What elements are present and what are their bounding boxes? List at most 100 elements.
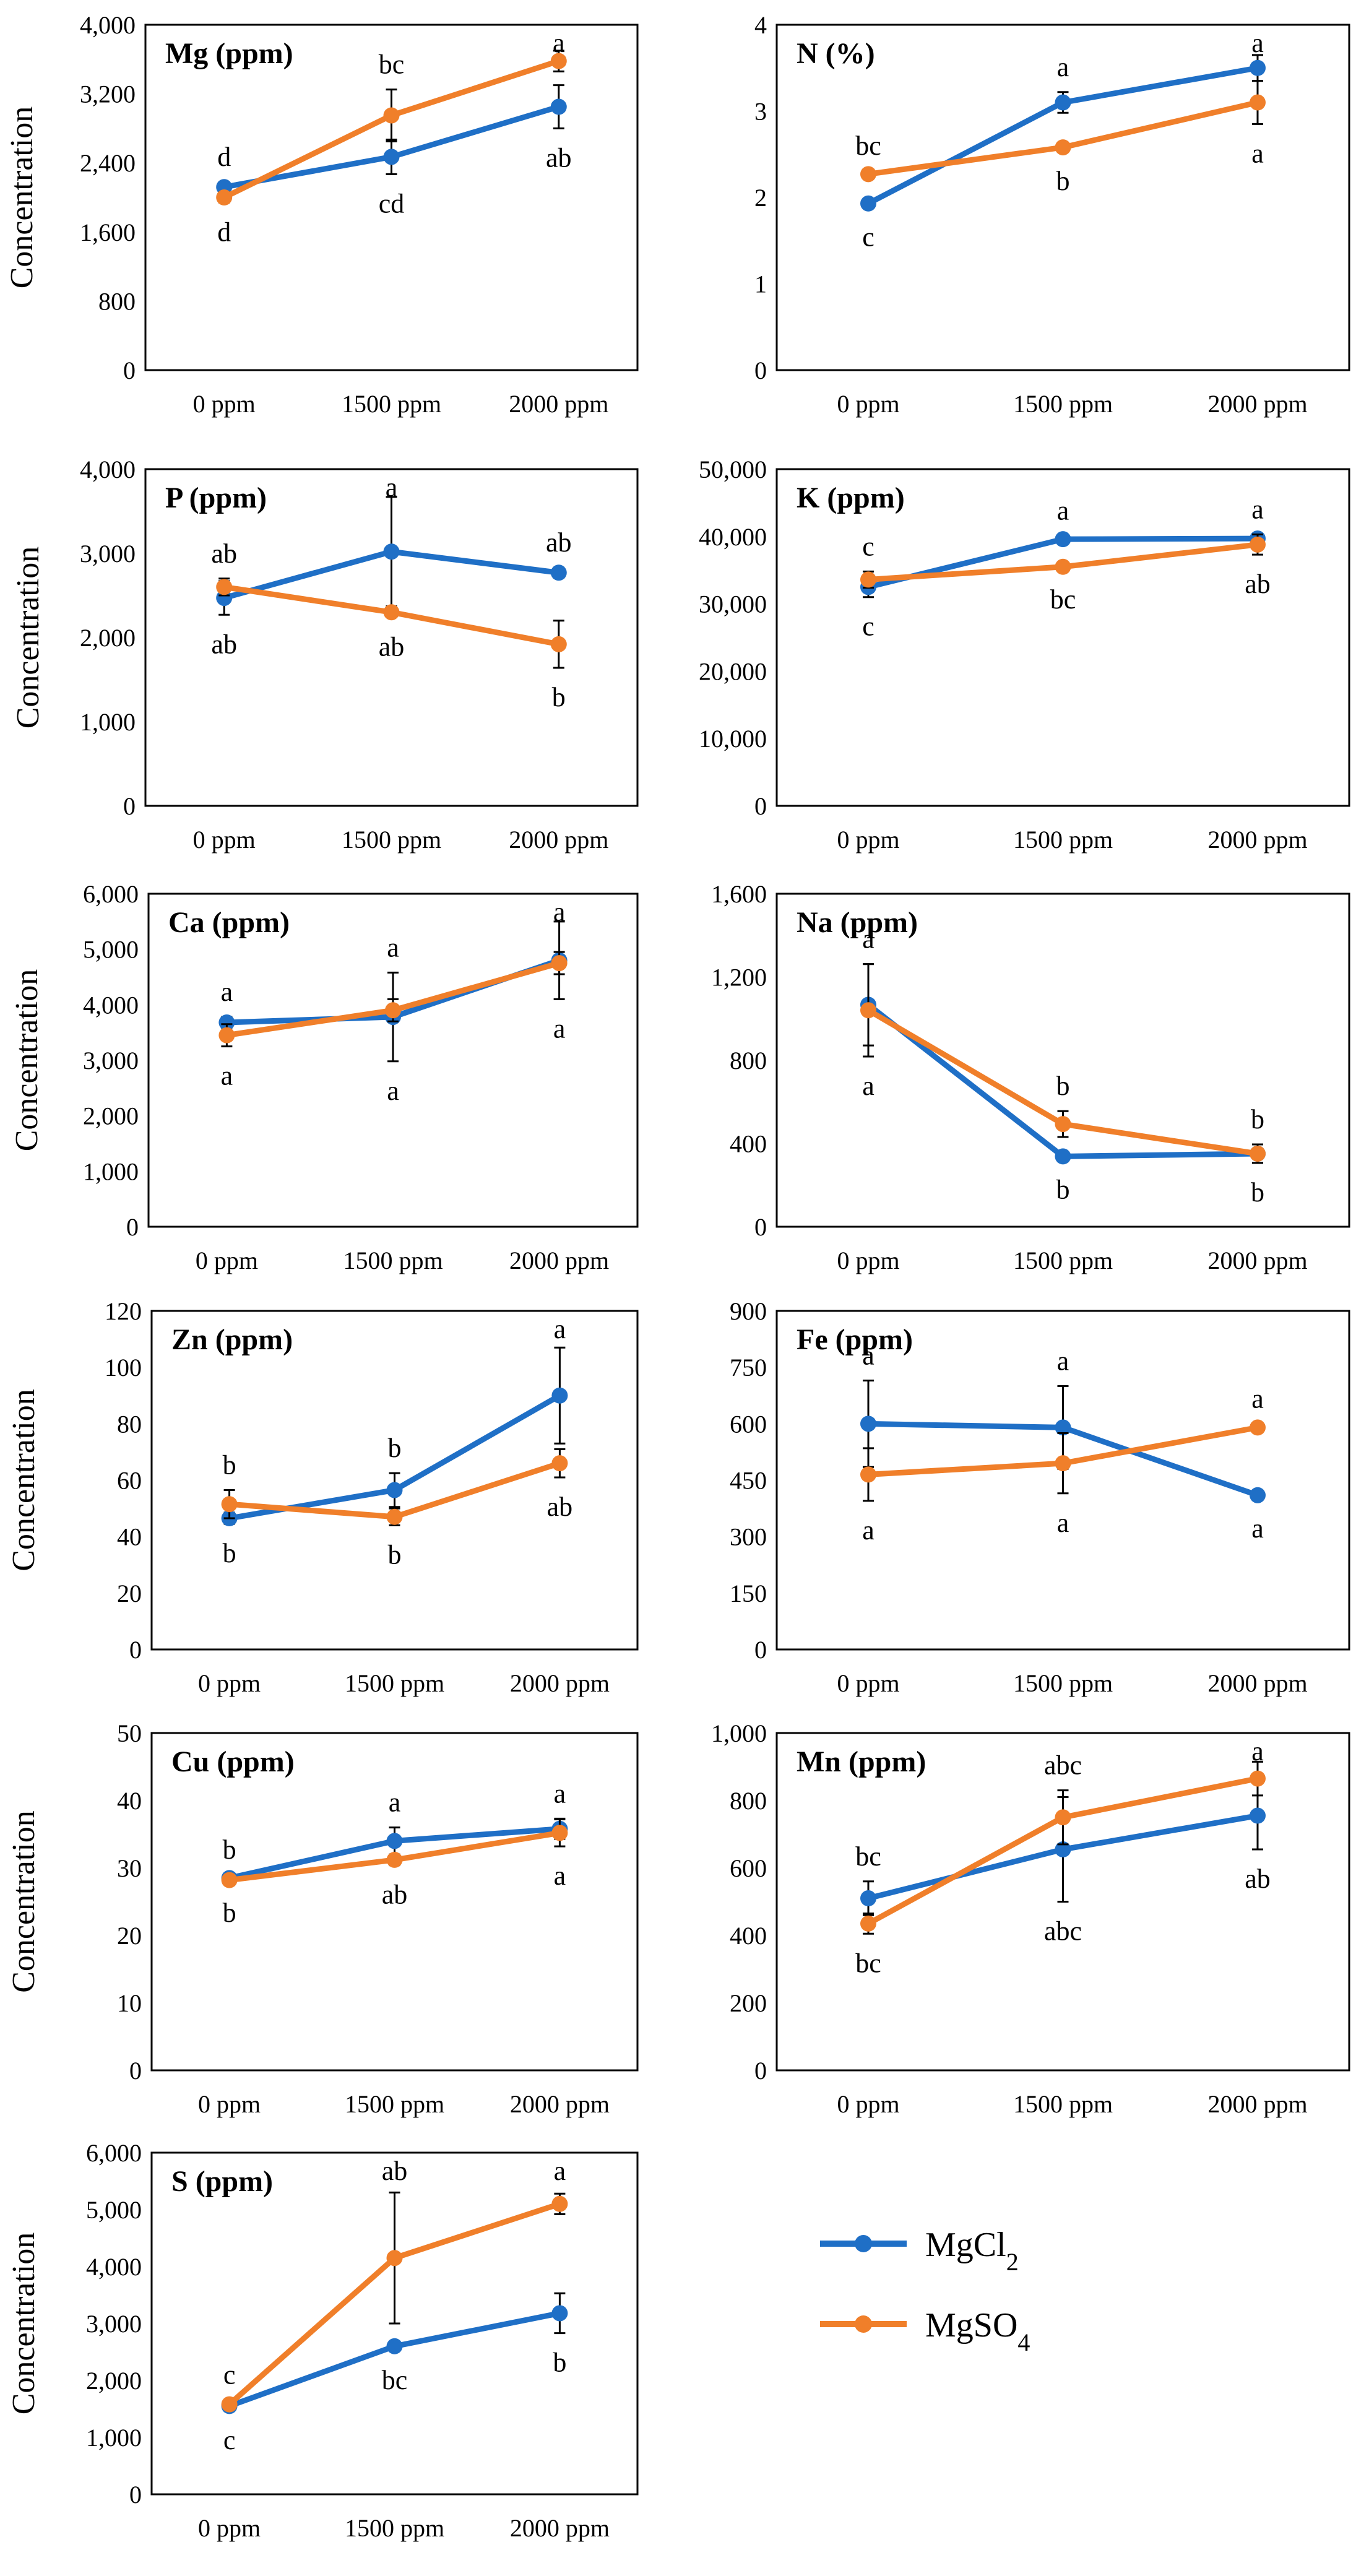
data-point [383, 543, 400, 560]
chart-panel-6: 0 20 40 60 80 100 120 0 ppm 1500 ppm 2000 ppm Conc… [6, 1297, 639, 1697]
y-tick-label: 1,600 [711, 880, 767, 908]
y-tick-label: 100 [105, 1354, 142, 1381]
significance-letter: a [386, 472, 398, 503]
chart-panel-8: 0 10 20 30 40 50 0 ppm 1500 ppm 2000 ppm Concentr… [6, 1719, 639, 2118]
y-tick-label: 0 [754, 1636, 767, 1664]
y-tick-label: 4,000 [83, 991, 139, 1019]
y-tick-label: 750 [730, 1354, 767, 1381]
significance-letter: c [862, 222, 875, 253]
data-point [860, 1915, 876, 1932]
chart-panel-3: 0 10,000 20,000 30,000 40,000 50,000 0 ppm 1500… [699, 456, 1350, 854]
y-tick-label: 0 [129, 2481, 142, 2509]
significance-letter: a [389, 1787, 401, 1818]
y-tick-label: 20 [117, 1922, 142, 1950]
chart-panel-2: 0 1,000 2,000 3,000 4,000 0 ppm 1500 ppm 2000 p… [11, 456, 639, 854]
series-MgCl2 [216, 496, 567, 616]
significance-letter: a [553, 897, 566, 927]
significance-letter: b [223, 1898, 236, 1928]
y-tick-label: 40 [117, 1787, 142, 1815]
chart-panel-5: 0 400 800 1,200 1,600 0 ppm 1500 ppm 2000 ppm Na… [711, 880, 1350, 1274]
x-tick-label: 1500 ppm [343, 1247, 443, 1274]
data-point [386, 1833, 403, 1849]
significance-letter: b [388, 1539, 402, 1570]
data-point [221, 1872, 238, 1888]
significance-letter: ab [211, 629, 237, 659]
panel-title: Mn (ppm) [797, 1745, 926, 1778]
significance-letter: bc [379, 50, 405, 80]
data-point [860, 1890, 876, 1907]
significance-letter: a [1057, 1346, 1069, 1377]
x-tick-label: 0 ppm [193, 826, 256, 854]
significance-letter: a [1251, 1383, 1264, 1414]
y-tick-label: 3,000 [86, 2310, 142, 2338]
y-tick-label: 300 [730, 1523, 767, 1551]
chart-panel-4: 0 1,000 2,000 3,000 4,000 5,000 6,000 0 ppm 1500… [9, 880, 639, 1274]
data-point [221, 2396, 238, 2413]
series-MgSO4 [860, 534, 1266, 589]
significance-letter: a [387, 1076, 399, 1106]
y-axis-title: Concentration [11, 547, 46, 729]
significance-letter: b [1056, 166, 1070, 196]
panel-title: Zn (ppm) [171, 1323, 293, 1356]
significance-letter: c [862, 531, 875, 561]
panel-title: Cu (ppm) [171, 1745, 295, 1778]
y-tick-label: 20,000 [699, 657, 767, 685]
significance-letter: bc [855, 131, 881, 161]
legend-label: MgCl2 [925, 2226, 1019, 2276]
data-point [1055, 139, 1071, 156]
data-point [383, 149, 400, 165]
significance-letter: a [862, 1515, 875, 1545]
y-tick-label: 4,000 [86, 2253, 142, 2281]
panel-title: Fe (ppm) [797, 1323, 913, 1356]
significance-letter: a [221, 977, 233, 1007]
significance-letter: b [1251, 1104, 1264, 1135]
data-point [551, 2195, 568, 2212]
data-point [216, 579, 233, 595]
series-MgSO4 [860, 963, 1266, 1164]
chart-panel-10: 0 1,000 2,000 3,000 4,000 5,000 6,000 0 ppm 1500… [6, 2139, 639, 2542]
data-point [386, 1482, 403, 1498]
significance-letter: a [862, 1340, 875, 1370]
data-point [860, 195, 876, 212]
series-MgCl2 [860, 54, 1266, 212]
x-tick-label: 0 ppm [837, 1247, 899, 1274]
data-point [860, 166, 876, 183]
y-tick-label: 150 [730, 1580, 767, 1607]
y-axis-title: Concentration [6, 1389, 41, 1571]
significance-letter: a [1251, 1513, 1264, 1544]
significance-letter: ab [211, 538, 237, 569]
significance-letter: b [1056, 1071, 1070, 1101]
significance-letter: d [217, 217, 231, 247]
y-tick-label: 600 [730, 1854, 767, 1882]
series-MgSO4 [860, 1419, 1266, 1502]
significance-letter: a [862, 1071, 875, 1101]
x-tick-label: 0 ppm [198, 2514, 261, 2542]
x-tick-label: 2000 ppm [1207, 1247, 1307, 1274]
significance-letter: a [1057, 1508, 1069, 1538]
significance-letter: a [554, 2156, 566, 2186]
y-tick-label: 0 [754, 1213, 767, 1241]
data-point [221, 1496, 238, 1513]
significance-letter: c [862, 612, 875, 642]
significance-letter: ab [1245, 569, 1271, 599]
data-point [550, 98, 567, 115]
significance-letter: a [862, 924, 875, 954]
significance-letter: bc [855, 1841, 881, 1872]
significance-letter: bc [855, 1948, 881, 1978]
plot-frame [775, 893, 1350, 1228]
significance-letter: bc [382, 2365, 408, 2395]
plot-frame [144, 468, 639, 807]
significance-letter: a [1057, 496, 1069, 526]
panel-title: K (ppm) [797, 482, 905, 514]
x-tick-label: 2000 ppm [510, 2090, 610, 2118]
significance-letter: b [388, 1433, 402, 1463]
significance-letter: a [554, 1314, 566, 1344]
x-tick-label: 2000 ppm [510, 1669, 610, 1697]
series-MgSO4 [216, 577, 567, 669]
y-tick-label: 5,000 [83, 936, 139, 964]
y-tick-label: 3,000 [83, 1047, 139, 1074]
significance-letter: a [1057, 52, 1069, 82]
significance-letter: a [553, 28, 565, 58]
significance-letter: ab [547, 1492, 573, 1522]
x-tick-label: 0 ppm [198, 1669, 261, 1697]
